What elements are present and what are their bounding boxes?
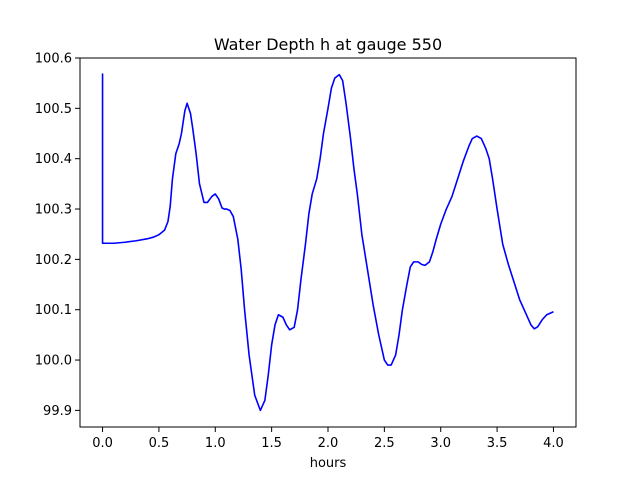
x-tick-label: 1.0	[205, 436, 226, 451]
x-tick-label: 2.0	[318, 436, 339, 451]
y-tick-label: 100.1	[35, 303, 72, 318]
x-tick-label: 3.5	[487, 436, 508, 451]
x-tick-label: 0.5	[149, 436, 170, 451]
x-tick-label: 3.0	[430, 436, 451, 451]
y-tick-label: 100.3	[35, 203, 72, 218]
y-tick-label: 100.6	[35, 52, 72, 67]
y-tick-label: 100.2	[35, 253, 72, 268]
axis-ticks: 0.0 0.5 1.0 1.5 2.0 2.5 3.0 3.5 4.0 99.9 100.0 100.…	[35, 52, 564, 452]
y-tick-label: 100.0	[35, 354, 72, 369]
chart-title: Water Depth h at gauge 550	[214, 35, 442, 54]
y-tick-label: 100.5	[35, 102, 72, 117]
series-line	[101, 73, 554, 412]
x-tick-label: 1.5	[261, 436, 282, 451]
x-tick-label: 2.5	[374, 436, 395, 451]
x-tick-label: 0.0	[92, 436, 113, 451]
series-lines	[101, 73, 554, 412]
x-axis-label: hours	[310, 456, 347, 471]
y-tick-label: 99.9	[43, 404, 72, 419]
x-tick-label: 4.0	[543, 436, 564, 451]
y-tick-label: 100.4	[35, 152, 72, 167]
plot-frame	[79, 57, 577, 428]
